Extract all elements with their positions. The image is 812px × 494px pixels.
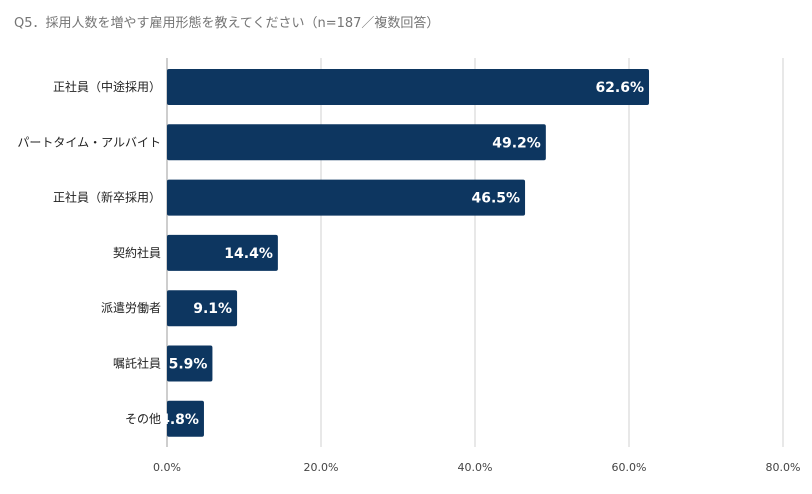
category-label: パートタイム・アルバイト — [17, 135, 161, 149]
bar — [167, 400, 204, 437]
category-label: 契約社員 — [113, 245, 161, 260]
x-tick-label: 40.0% — [458, 461, 493, 474]
category-label: 派遣労働者 — [101, 300, 161, 315]
bar — [167, 234, 278, 271]
value-label: 62.6% — [595, 80, 644, 96]
x-tick-label: 60.0% — [612, 461, 647, 474]
x-tick-label: 80.0% — [766, 461, 801, 474]
value-label: 9.1% — [193, 301, 232, 317]
chart-title: Q5．採用人数を増やす雇用形態を教えてください（n=187／複数回答） — [14, 16, 440, 31]
bar — [167, 179, 526, 216]
bar — [167, 69, 650, 105]
value-label: 4.8% — [160, 412, 199, 428]
category-label: 正社員（中途採用） — [53, 79, 161, 94]
value-label: 5.9% — [169, 357, 208, 373]
x-axis-ticks: 0.0% 20.0% 40.0% 60.0% 80.0% — [153, 461, 800, 474]
x-tick-label: 20.0% — [304, 461, 339, 474]
category-label: その他 — [125, 412, 161, 426]
bar — [167, 124, 546, 161]
value-label: 14.4% — [224, 246, 273, 262]
bar — [167, 290, 238, 327]
category-label: 嘱託社員 — [113, 356, 161, 371]
value-label: 49.2% — [492, 135, 541, 151]
value-label: 46.5% — [471, 191, 520, 207]
value-labels: 62.6% 49.2% 46.5% 14.4% 9.1% 5.9% 4.8% — [160, 80, 644, 428]
x-tick-label: 0.0% — [153, 461, 181, 474]
category-label: 正社員（新卒採用） — [53, 190, 161, 205]
bars — [167, 69, 650, 437]
bar — [167, 345, 213, 382]
